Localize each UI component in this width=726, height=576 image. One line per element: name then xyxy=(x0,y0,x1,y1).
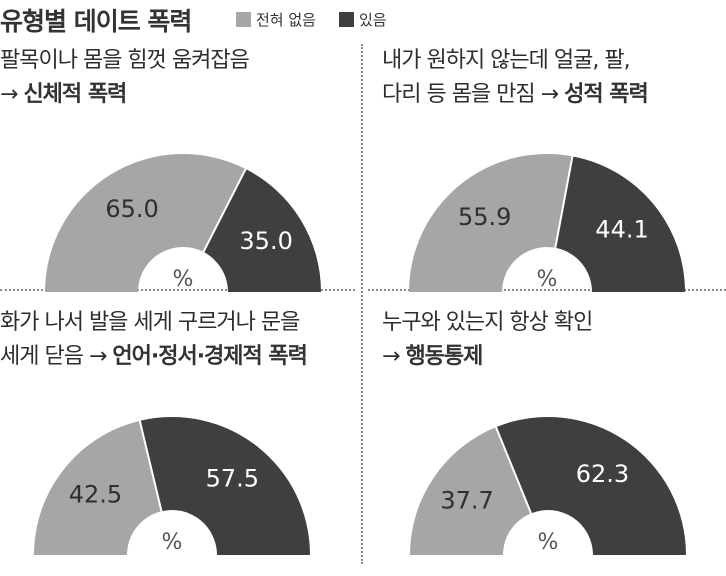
header: 유형별 데이트 폭력 전혀 없음 있음 xyxy=(0,0,726,36)
panel-label-sexual: 내가 원하지 않는데 얼굴, 팔, 다리 등 몸을 만짐 → 성적 폭력 xyxy=(382,44,649,112)
unit-label: % xyxy=(173,267,194,292)
slice-yes xyxy=(203,169,321,292)
value-label-yes: 62.3 xyxy=(576,460,629,488)
chart-control: 37.7 62.3% xyxy=(410,417,686,555)
unit-label: % xyxy=(537,267,558,292)
panel-label-line1: 누구와 있는지 항상 확인 xyxy=(382,310,593,335)
value-label-none: 65.0 xyxy=(105,195,158,223)
horizontal-divider-right xyxy=(368,289,726,291)
legend-item-none: 전혀 없음 xyxy=(236,9,316,30)
legend-item-yes: 있음 xyxy=(339,9,387,30)
slice-separator xyxy=(138,419,163,512)
panel-label-prefix: 세게 닫음 → xyxy=(0,344,113,369)
chart-title: 유형별 데이트 폭력 xyxy=(0,7,192,36)
value-label-none: 42.5 xyxy=(69,481,122,509)
slice-yes xyxy=(555,156,685,292)
unit-label: % xyxy=(538,530,559,555)
panel-label-emphasis: 행동통제 xyxy=(405,344,483,369)
panel-label-verbal: 화가 나서 발을 세게 구르거나 문을 세게 닫음 → 언어·정서·경제적 폭력 xyxy=(0,306,308,374)
unit-label: % xyxy=(162,530,183,555)
slice-separator xyxy=(202,167,247,253)
legend-swatch-none xyxy=(236,12,251,27)
chart-physical: 65.0 35.0% xyxy=(45,154,321,292)
panel-label-prefix: → xyxy=(382,344,406,369)
slice-none xyxy=(34,420,162,555)
panel-label-line1: 내가 원하지 않는데 얼굴, 팔, xyxy=(382,48,631,73)
panel-label-emphasis: 성적 폭력 xyxy=(564,82,649,107)
chart-sexual: 55.9 44.1% xyxy=(409,153,685,292)
slice-yes xyxy=(139,417,310,555)
vertical-divider xyxy=(361,44,363,564)
panel-label-line2: → 신체적 폭력 xyxy=(0,78,249,112)
slice-separator xyxy=(554,155,574,248)
value-label-yes: 57.5 xyxy=(206,464,259,492)
panel-label-physical: 팔목이나 몸을 힘껏 움켜잡음 → 신체적 폭력 xyxy=(0,44,250,112)
slice-separator xyxy=(494,425,532,514)
slice-yes xyxy=(495,417,686,555)
value-label-yes: 44.1 xyxy=(595,216,648,244)
value-label-yes: 35.0 xyxy=(239,227,292,255)
horizontal-divider-left xyxy=(0,289,355,291)
chart-verbal: 42.5 57.5% xyxy=(34,417,310,555)
panel-label-line1: 화가 나서 발을 세게 구르거나 문을 xyxy=(0,310,300,335)
panel-label-emphasis: 언어·정서·경제적 폭력 xyxy=(112,344,308,369)
value-label-none: 55.9 xyxy=(458,203,511,231)
slice-none xyxy=(409,153,573,292)
legend-swatch-yes xyxy=(339,12,354,27)
panel-label-line2: → 행동통제 xyxy=(382,340,592,374)
slice-none xyxy=(410,427,532,555)
panel-label-prefix: → xyxy=(0,82,24,107)
panel-label-line2: 세게 닫음 → 언어·정서·경제적 폭력 xyxy=(0,340,308,374)
slice-none xyxy=(45,154,246,292)
panel-label-line2: 다리 등 몸을 만짐 → 성적 폭력 xyxy=(382,78,649,112)
panel-label-prefix: 다리 등 몸을 만짐 → xyxy=(382,82,565,107)
value-label-none: 37.7 xyxy=(440,487,493,515)
legend-label-yes: 있음 xyxy=(359,11,387,29)
panel-label-line1: 팔목이나 몸을 힘껏 움켜잡음 xyxy=(0,48,250,73)
legend-label-none: 전혀 없음 xyxy=(256,11,316,29)
panel-label-emphasis: 신체적 폭력 xyxy=(23,82,127,107)
panel-label-control: 누구와 있는지 항상 확인 → 행동통제 xyxy=(382,306,593,374)
